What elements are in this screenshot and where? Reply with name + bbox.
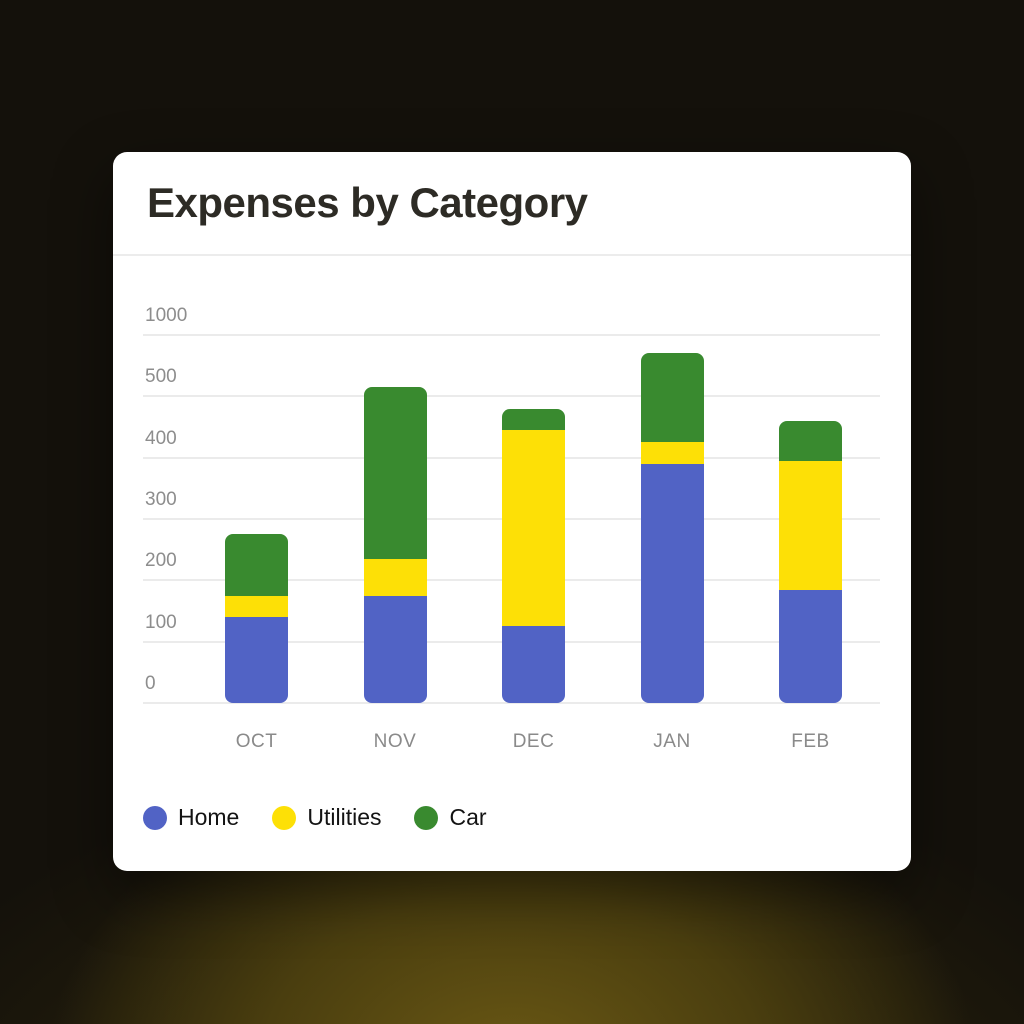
bar-segment-home-oct[interactable] <box>225 617 288 703</box>
bar-dec <box>502 408 565 703</box>
legend-label: Car <box>449 804 487 830</box>
bar-segment-home-feb[interactable] <box>779 589 842 703</box>
y-axis-tick-label: 1000 <box>145 305 188 326</box>
y-axis-tick-label: 500 <box>145 366 177 388</box>
bar-nov <box>363 386 427 703</box>
gridline <box>143 334 880 336</box>
bar-segment-home-jan[interactable] <box>640 463 704 703</box>
bar-segment-car-jan[interactable] <box>640 352 704 443</box>
car-swatch-icon <box>414 805 439 830</box>
y-axis-tick-label: 400 <box>145 427 177 449</box>
bar-segment-car-dec[interactable] <box>502 408 565 431</box>
chart-title: Expenses by Category <box>147 179 588 226</box>
gridline <box>143 395 880 398</box>
plot-area: 0 100 200 300 400 500 1000 OCT NOV DEC JAN FEB <box>113 152 911 871</box>
legend-item-car[interactable]: Car <box>414 804 487 831</box>
bar-segment-car-feb[interactable] <box>779 420 842 461</box>
y-axis-tick-label: 300 <box>145 489 177 510</box>
y-axis-tick-label: 200 <box>145 550 177 572</box>
x-axis-label-feb: FEB <box>791 731 830 752</box>
y-axis-tick-label: 100 <box>145 611 177 633</box>
bar-segment-car-nov[interactable] <box>363 386 427 559</box>
bar-segment-utilities-dec[interactable] <box>502 430 565 627</box>
bar-segment-utilities-nov[interactable] <box>363 558 427 596</box>
y-axis-tick-label: 0 <box>145 673 156 694</box>
bar-segment-utilities-oct[interactable] <box>225 595 288 618</box>
legend-item-utilities[interactable]: Utilities <box>272 804 381 831</box>
legend: Home Utilities Car <box>143 804 487 831</box>
legend-item-home[interactable]: Home <box>143 804 239 831</box>
x-axis-label-jan: JAN <box>653 731 691 752</box>
bar-segment-home-nov[interactable] <box>363 595 427 703</box>
expenses-card: Expenses by Category 0 100 200 300 400 500 100… <box>113 152 911 871</box>
legend-label: Utilities <box>307 804 382 830</box>
home-swatch-icon <box>143 805 167 830</box>
gridline <box>143 702 880 704</box>
x-axis-label-nov: NOV <box>373 731 417 752</box>
bar-segment-utilities-jan[interactable] <box>640 442 704 464</box>
utilities-swatch-icon <box>272 805 297 830</box>
x-axis-label-dec: DEC <box>512 731 555 752</box>
bar-jan <box>640 352 704 703</box>
legend-label: Home <box>178 804 240 830</box>
bar-segment-home-dec[interactable] <box>502 626 565 703</box>
bar-segment-utilities-feb[interactable] <box>779 460 842 590</box>
bar-segment-car-oct[interactable] <box>225 534 288 596</box>
bar-oct <box>225 534 288 703</box>
bar-feb <box>779 420 842 703</box>
x-axis-label-oct: OCT <box>235 731 278 752</box>
header-divider <box>113 254 911 256</box>
